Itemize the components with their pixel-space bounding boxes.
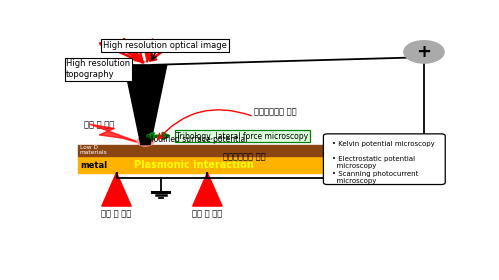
Text: Plasmonic interaction: Plasmonic interaction [134,160,253,170]
Text: Low D
materials: Low D materials [80,144,107,155]
Text: 국소 광 여기: 국소 광 여기 [84,121,114,130]
Circle shape [137,137,154,146]
Polygon shape [193,173,222,206]
Text: Modified surface potential: Modified surface potential [148,135,248,144]
Text: High resolution optical image: High resolution optical image [103,41,227,50]
Text: Tribology, lateral force microscopy: Tribology, lateral force microscopy [177,132,308,141]
Text: High resolution
topography: High resolution topography [66,59,130,79]
Circle shape [404,41,444,63]
Polygon shape [102,173,131,206]
Text: 국소 광 여기: 국소 광 여기 [192,209,223,218]
Bar [78,145,372,157]
Text: • Scanning photocurrent
  microscopy: • Scanning photocurrent microscopy [332,171,418,184]
Text: • Kelvin potential microscopy: • Kelvin potential microscopy [332,141,435,147]
Text: 국소 광 여기: 국소 광 여기 [101,209,132,218]
Polygon shape [124,65,167,145]
FancyBboxPatch shape [323,134,445,185]
Polygon shape [89,124,146,145]
Text: • Electrostatic potential
  microscopy: • Electrostatic potential microscopy [332,156,415,169]
Text: 표면플라즈론 진행: 표면플라즈론 진행 [223,152,265,161]
Bar [78,157,372,173]
Text: 표면플라즈론 생성: 표면플라즈론 생성 [254,108,296,117]
Text: +: + [417,43,432,61]
Text: metal: metal [80,161,107,170]
